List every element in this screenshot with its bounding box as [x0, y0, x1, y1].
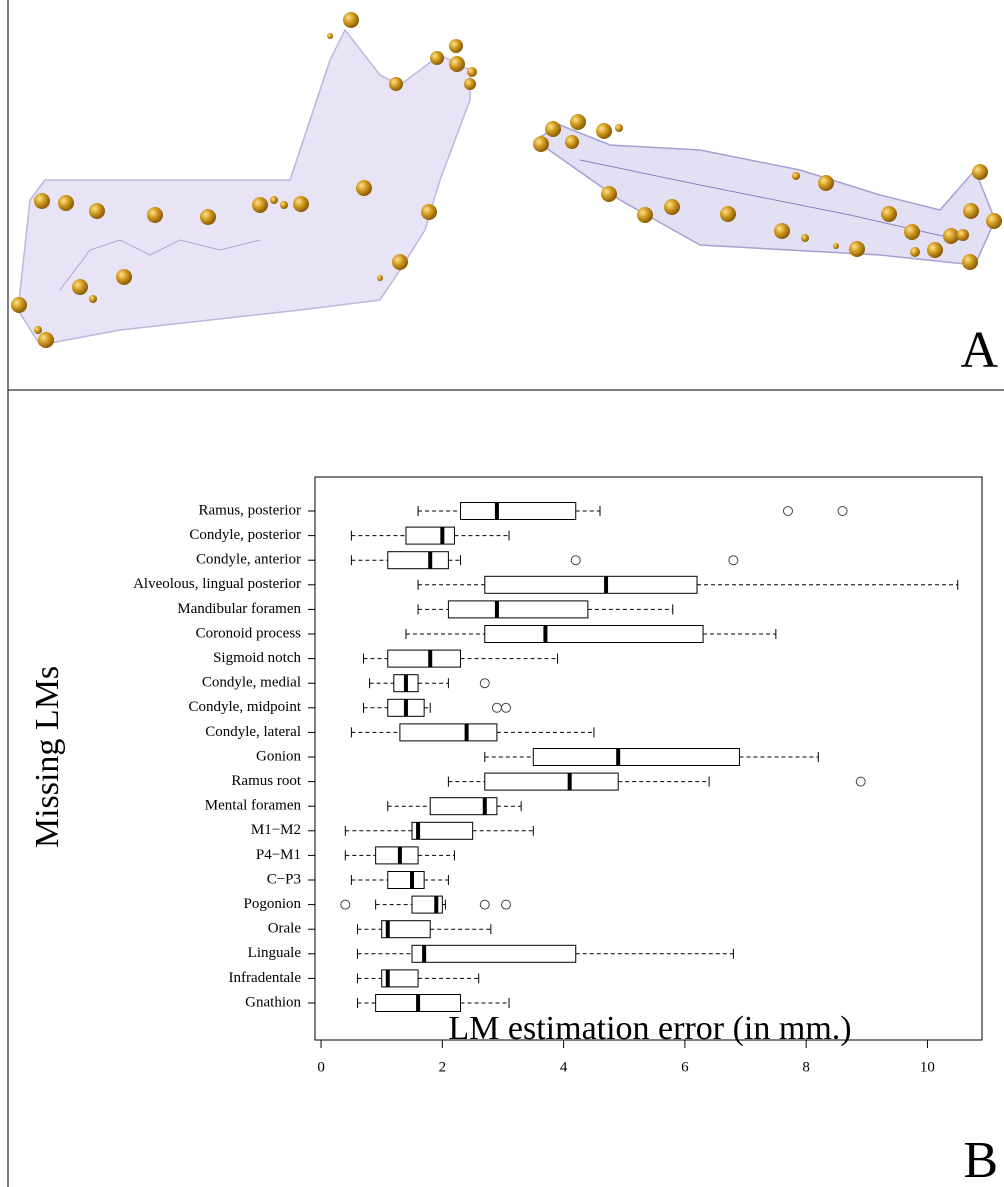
box: [429, 797, 498, 816]
box: [381, 920, 431, 939]
y-tick-label: Linguale: [248, 945, 302, 961]
y-tick-label: Infradentale: [229, 970, 302, 986]
box: [484, 575, 698, 594]
outlier: [491, 702, 502, 713]
box: [484, 625, 704, 643]
x-tick-label: 10: [920, 1059, 935, 1075]
x-tick-label: 6: [681, 1059, 689, 1075]
box: [399, 723, 498, 742]
panel-label: B: [963, 1132, 998, 1187]
mandible-side-view: [17, 28, 471, 346]
x-axis-label: LM estimation error (in mm.): [448, 1010, 851, 1047]
box: [484, 772, 619, 791]
mandible-top-view: [533, 124, 996, 266]
y-tick-label: M1−M2: [251, 822, 301, 838]
y-tick-label: Condyle, lateral: [205, 724, 301, 740]
y-tick-label: Condyle, midpoint: [189, 699, 302, 715]
outlier: [479, 678, 490, 689]
y-tick-label: Condyle, anterior: [196, 552, 301, 568]
outlier: [501, 702, 512, 713]
y-tick-label: Ramus, posterior: [199, 502, 302, 518]
y-tick-label: C−P3: [267, 871, 301, 887]
y-tick-label: Mental foramen: [205, 798, 302, 814]
y-axis-label: Missing LMs: [29, 666, 66, 848]
outlier: [570, 555, 581, 566]
box: [532, 748, 740, 766]
y-tick-label: Gnathion: [245, 994, 301, 1010]
y-tick-label: Condyle, posterior: [189, 527, 301, 543]
outlier: [340, 899, 351, 910]
outlier: [855, 776, 866, 787]
box: [387, 871, 425, 889]
box: [405, 526, 455, 545]
outlier: [837, 506, 848, 516]
box: [460, 502, 577, 520]
box: [381, 969, 419, 988]
y-tick-label: Ramus root: [231, 773, 301, 789]
x-tick-label: 0: [317, 1059, 325, 1075]
x-tick-label: 4: [560, 1059, 568, 1075]
plot-frame: [314, 476, 983, 1041]
outlier: [479, 899, 490, 910]
landmark-spheres: [11, 12, 1002, 348]
box: [375, 846, 419, 865]
y-tick-label: Alveolous, lingual posterior: [133, 576, 301, 592]
box: [447, 600, 589, 619]
panel-label: A: [960, 322, 998, 379]
box: [411, 821, 474, 840]
y-tick-label: Pogonion: [243, 896, 301, 912]
y-tick-label: Condyle, medial: [202, 675, 301, 691]
outlier: [728, 555, 739, 566]
y-tick-label: Orale: [268, 921, 302, 937]
x-tick-label: 8: [802, 1059, 810, 1075]
box: [387, 551, 449, 570]
y-tick-label: Mandibular foramen: [177, 601, 301, 617]
y-tick-label: P4−M1: [256, 847, 301, 863]
box: [411, 944, 577, 963]
y-tick-label: Coronoid process: [196, 625, 302, 641]
box: [387, 649, 462, 668]
x-tick-label: 2: [439, 1059, 447, 1075]
y-tick-label: Sigmoid notch: [213, 650, 301, 666]
outlier: [501, 899, 512, 910]
outlier: [782, 506, 793, 516]
y-tick-label: Gonion: [256, 748, 302, 764]
